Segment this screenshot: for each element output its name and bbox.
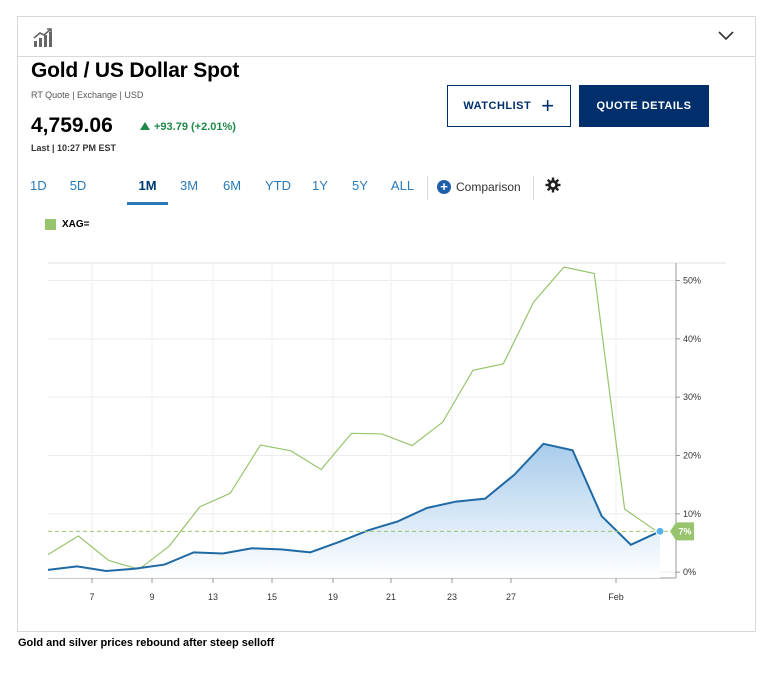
- y-tick-label: 10%: [683, 509, 701, 519]
- range-tab-ytd[interactable]: YTD: [265, 178, 291, 193]
- y-tick-label: 40%: [683, 334, 701, 344]
- chevron-down-icon[interactable]: [717, 29, 735, 41]
- x-tick-label: 19: [328, 592, 338, 602]
- watchlist-label: WATCHLIST: [463, 100, 532, 112]
- price-change: +93.79 (+2.01%): [140, 121, 236, 133]
- legend-label-xag: XAG=: [62, 219, 90, 230]
- last-value-marker: [655, 526, 665, 536]
- range-tab-5y[interactable]: 5Y: [352, 178, 368, 193]
- quote-details-button[interactable]: QUOTE DETAILS: [579, 85, 709, 127]
- series-area-gold: [48, 443, 660, 578]
- price-change-value: +93.79 (+2.01%): [154, 121, 236, 133]
- plus-icon: +: [541, 93, 555, 118]
- range-tab-3m[interactable]: 3M: [179, 178, 199, 193]
- x-tick-label: 27: [506, 592, 516, 602]
- quote-subtitle: RT Quote | Exchange | USD: [31, 90, 144, 100]
- range-tab-6m[interactable]: 6M: [222, 178, 242, 193]
- series-line-xag: [47, 266, 656, 570]
- range-tab-1y[interactable]: 1Y: [312, 178, 328, 193]
- comparison-button[interactable]: + Comparison: [437, 178, 521, 196]
- x-tick-label: 15: [267, 592, 277, 602]
- y-tick-label: 50%: [683, 276, 701, 286]
- up-arrow-icon: [140, 122, 150, 130]
- last-price: 4,759.06: [31, 114, 113, 137]
- x-tick-label: 21: [386, 592, 396, 602]
- last-updated: Last | 10:27 PM EST: [31, 143, 117, 153]
- watchlist-button[interactable]: WATCHLIST +: [447, 85, 571, 127]
- range-tab-all[interactable]: ALL: [390, 178, 415, 193]
- series-line-gold: [47, 442, 661, 573]
- plus-circle-icon: +: [437, 180, 451, 194]
- comparison-label: Comparison: [456, 180, 521, 194]
- chart-caption: Gold and silver prices rebound after ste…: [18, 637, 275, 649]
- gear-icon[interactable]: [545, 177, 561, 193]
- x-tick-label: 9: [149, 592, 154, 602]
- reference-label: 7%: [678, 526, 691, 536]
- chart-trend-icon[interactable]: [32, 27, 54, 49]
- legend-swatch-xag: [45, 219, 56, 230]
- x-tick-label: Feb: [608, 592, 624, 602]
- y-tick-label: 0%: [683, 567, 696, 577]
- x-tick-label: 13: [208, 592, 218, 602]
- x-tick-label: 7: [89, 592, 94, 602]
- chart-toolbar: [18, 17, 755, 57]
- page-title: Gold / US Dollar Spot: [31, 59, 240, 82]
- y-tick-label: 30%: [683, 392, 701, 402]
- y-tick-label: 20%: [683, 451, 701, 461]
- chart-legend: XAG=: [45, 219, 90, 230]
- tabs-divider-2: [533, 176, 534, 200]
- x-tick-label: 23: [447, 592, 457, 602]
- tabs-divider: [427, 176, 428, 200]
- reference-label-tag: [670, 522, 694, 541]
- range-tab-1m[interactable]: 1M: [127, 170, 168, 205]
- range-tab-1d[interactable]: 1D: [30, 178, 47, 193]
- range-tab-5d[interactable]: 5D: [69, 178, 87, 193]
